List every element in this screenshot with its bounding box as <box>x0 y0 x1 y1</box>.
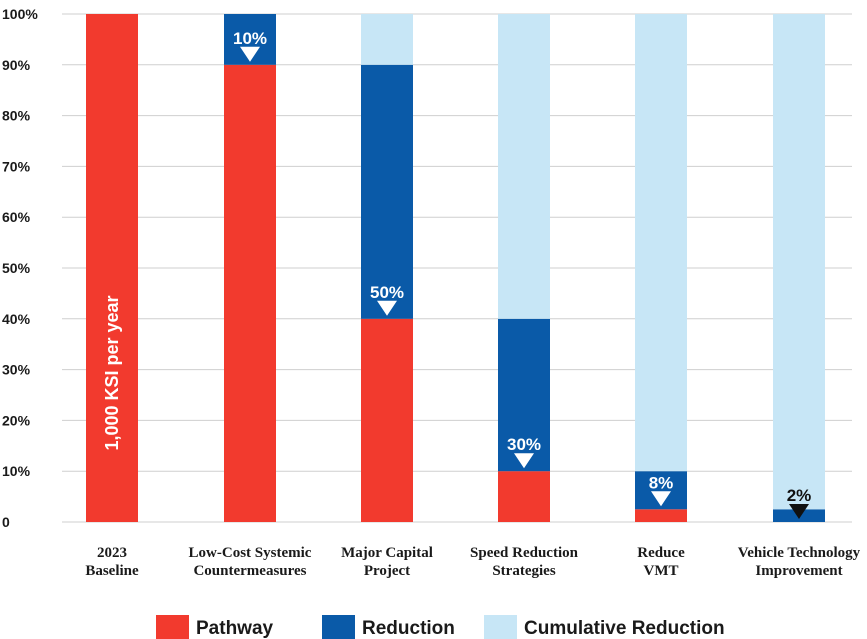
bar-group: 8% <box>635 14 687 522</box>
legend-label: Pathway <box>196 618 274 639</box>
y-tick-label: 70% <box>2 158 31 174</box>
bars: 10% 50% 30% 8% 2% 1,000 KSI per year <box>86 14 825 523</box>
bar-segment-pathway <box>498 471 550 522</box>
bar-group: 10% <box>224 14 276 523</box>
bar-group <box>86 14 138 522</box>
reduction-label: 30% <box>507 435 541 454</box>
y-tick-label: 30% <box>2 362 31 378</box>
y-tick-label: 20% <box>2 412 31 428</box>
reduction-label: 2% <box>787 486 812 505</box>
x-axis: 2023 Baseline Low-Cost Systemic Countermeas… <box>85 545 860 579</box>
reduction-label: 50% <box>370 283 404 302</box>
bar-group: 30% <box>498 14 550 522</box>
x-category-label: Speed Reduction <box>470 545 579 561</box>
bar-segment-cumulative-reduction <box>361 14 413 65</box>
baseline-annotation: 1,000 KSI per year <box>102 295 122 450</box>
x-category-label: Reduce <box>637 545 685 561</box>
legend-swatch <box>156 615 189 639</box>
legend-swatch <box>322 615 355 639</box>
bar-group: 2% <box>773 14 825 522</box>
y-tick-label: 40% <box>2 311 31 327</box>
legend: Pathway Reduction Cumulative Reduction <box>156 615 725 639</box>
y-tick-label: 60% <box>2 209 31 225</box>
bar-segment-reduction <box>361 64 413 319</box>
y-tick-label: 100% <box>2 6 38 22</box>
x-category-label: Countermeasures <box>193 563 306 579</box>
x-category-label: Baseline <box>85 563 139 579</box>
bar-segment-cumulative-reduction <box>773 14 825 510</box>
bar-segment-pathway <box>635 509 687 522</box>
legend-label: Reduction <box>362 618 455 639</box>
x-category-label: Project <box>364 563 410 579</box>
bar-segment-pathway <box>224 64 276 523</box>
x-category-label: 2023 <box>97 545 127 561</box>
y-tick-label: 50% <box>2 260 31 276</box>
reduction-arrow-icon <box>514 453 534 469</box>
gridlines <box>62 13 852 523</box>
y-tick-label: 0 <box>2 514 10 530</box>
x-category-label: Low-Cost Systemic <box>189 545 312 561</box>
bar-segment-pathway <box>86 14 138 522</box>
reduction-arrow-icon <box>789 504 809 519</box>
y-tick-label: 90% <box>2 57 31 73</box>
y-tick-label: 80% <box>2 108 31 124</box>
bar-segment-reduction <box>498 318 550 472</box>
reduction-label: 8% <box>649 473 674 492</box>
bar-segment-cumulative-reduction <box>635 14 687 472</box>
x-category-label: Vehicle Technology <box>738 545 861 561</box>
bar-segment-pathway <box>361 318 413 522</box>
reduction-label: 10% <box>233 29 267 48</box>
x-category-label: Strategies <box>492 563 555 579</box>
reduction-arrow-icon <box>377 300 397 316</box>
reduction-arrow-icon <box>651 491 671 507</box>
legend-swatch <box>484 615 517 639</box>
x-category-label: Major Capital <box>341 545 433 561</box>
bar-segment-cumulative-reduction <box>498 14 550 319</box>
x-category-label: Improvement <box>755 563 842 579</box>
bar-group: 50% <box>361 14 413 522</box>
legend-label: Cumulative Reduction <box>524 618 725 639</box>
y-tick-label: 10% <box>2 463 31 479</box>
reduction-arrow-icon <box>240 46 260 62</box>
y-axis: 0 10% 20% 30% 40% 50% 60% 70% 80% 90% 100% <box>2 6 38 530</box>
x-category-label: VMT <box>644 563 679 579</box>
